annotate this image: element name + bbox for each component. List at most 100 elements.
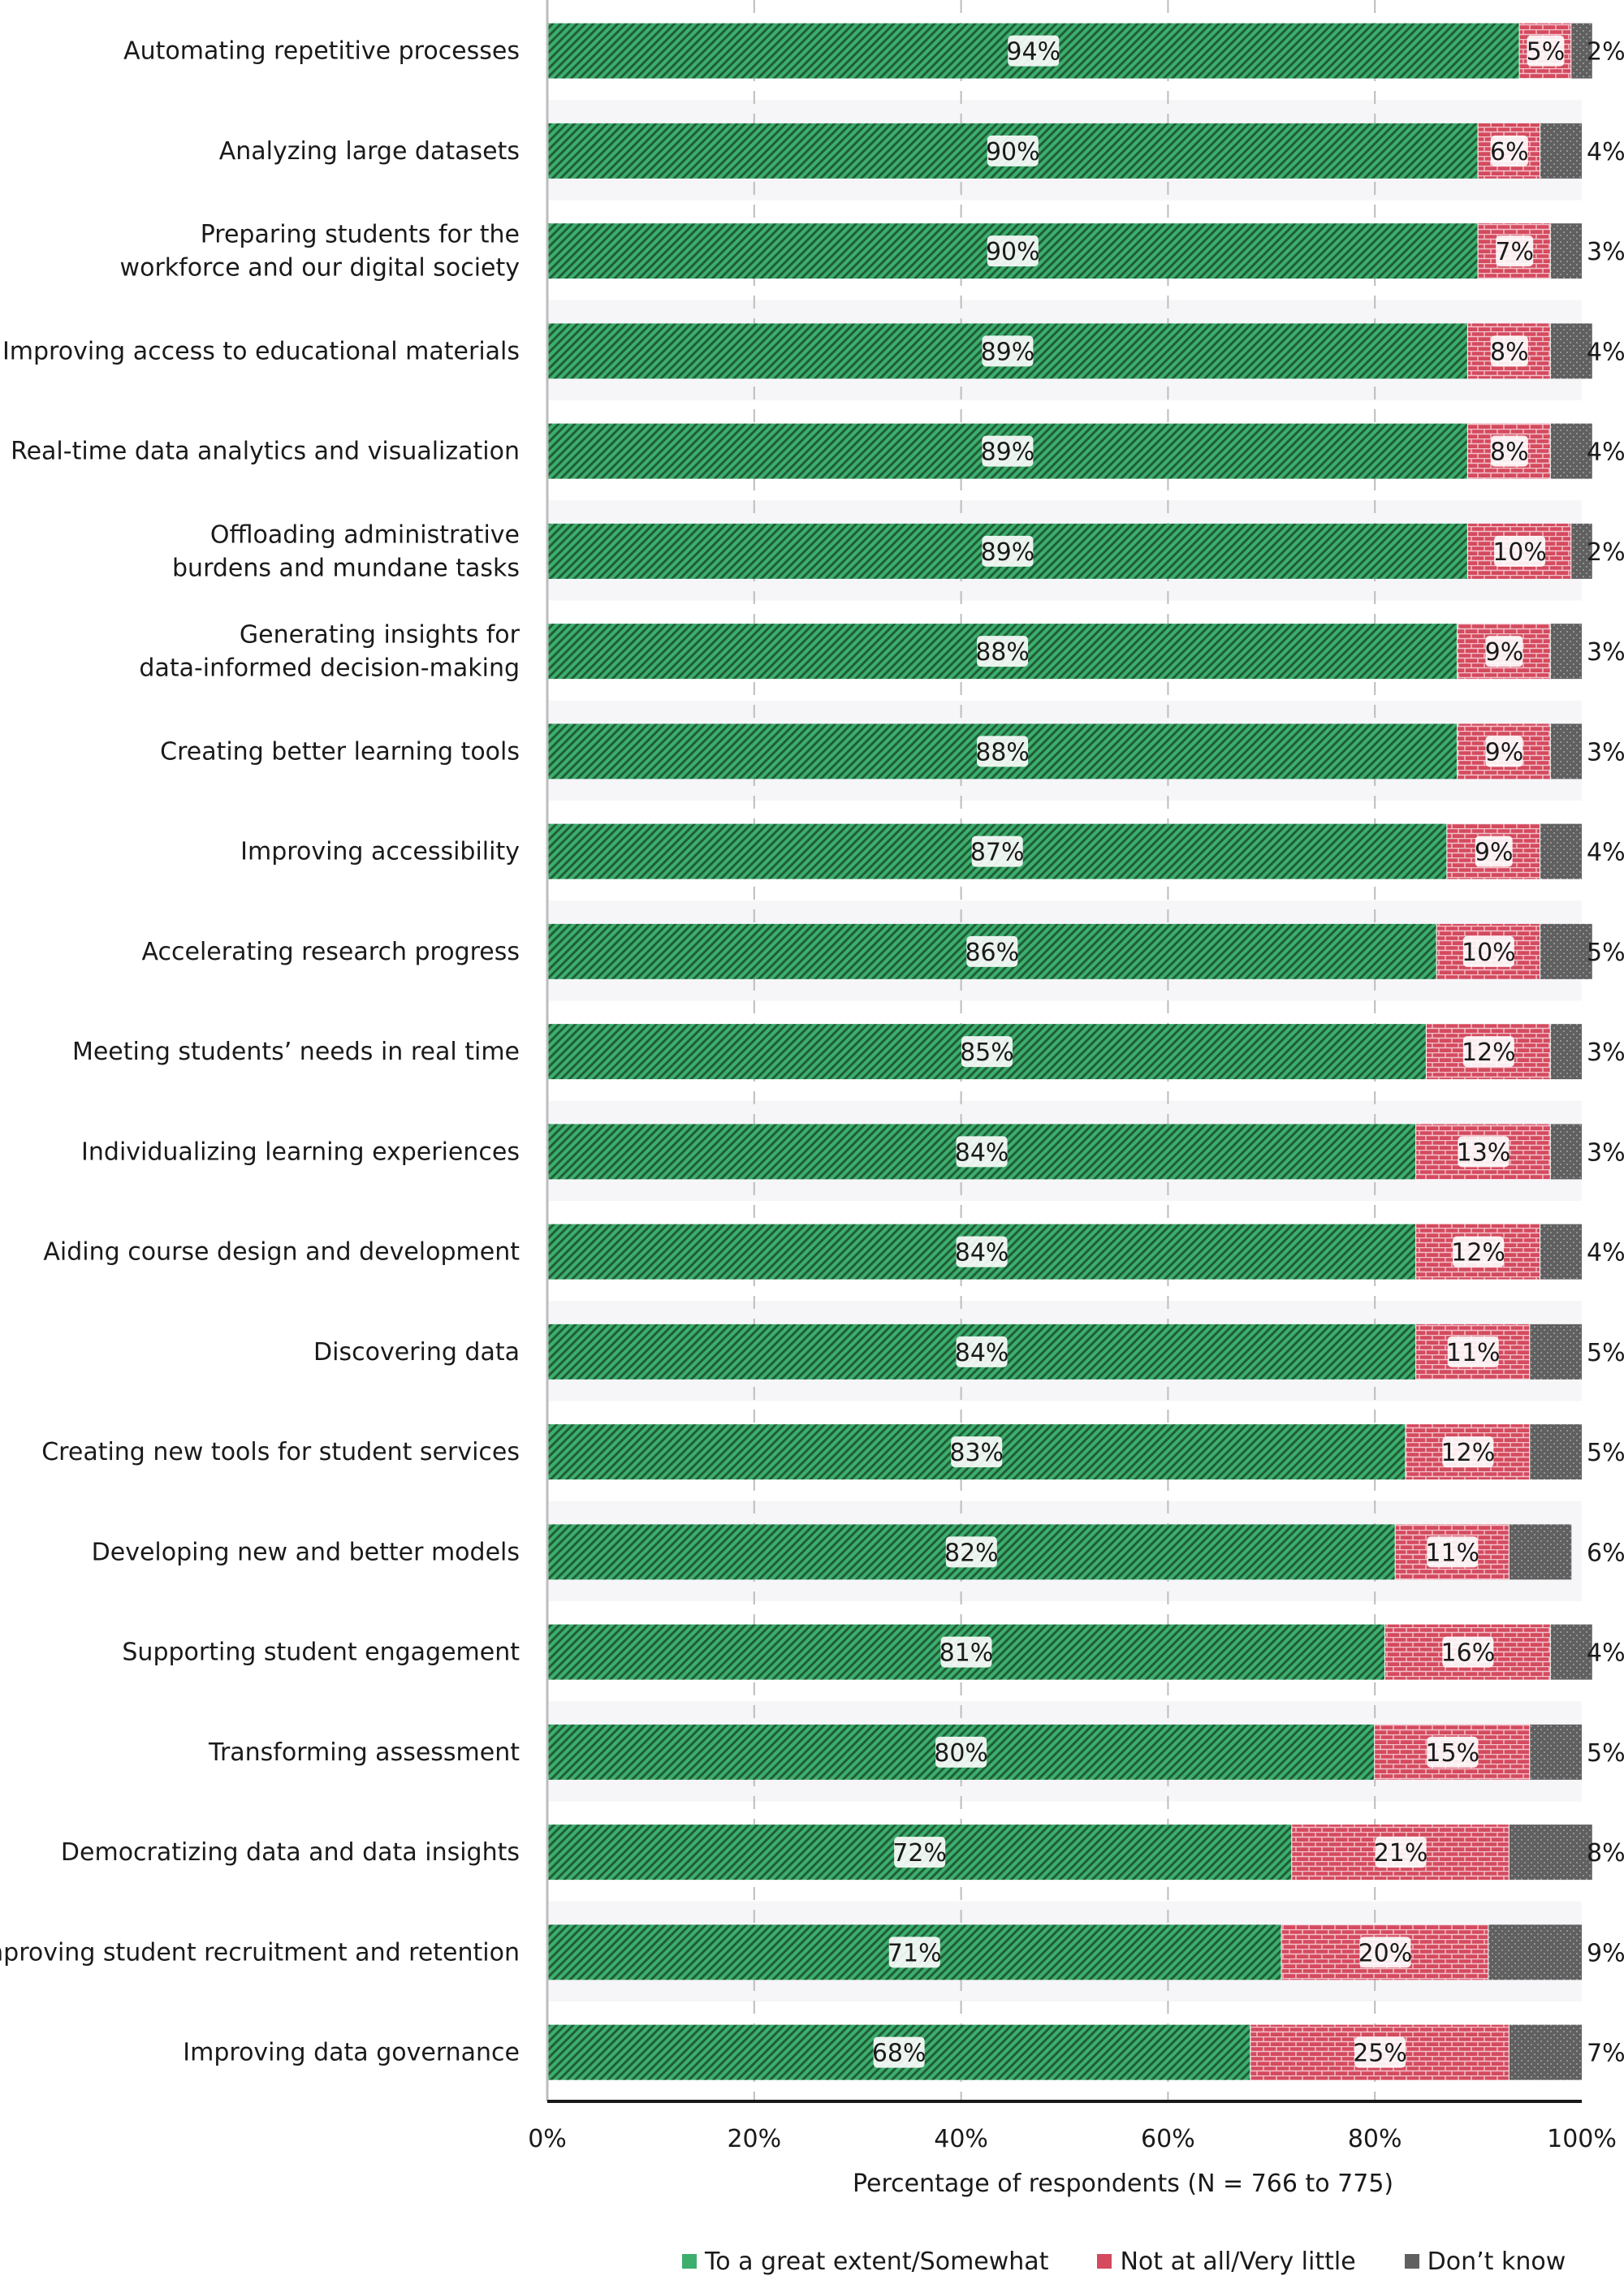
- data-label-bg: [873, 2036, 925, 2068]
- data-label-bg: [935, 1736, 987, 1768]
- data-label-dont-know: 4%: [1587, 839, 1624, 867]
- data-label-great-extent: 84%: [955, 1138, 1009, 1167]
- legend-label-dont-know: Don’t know: [1427, 2247, 1566, 2276]
- category-label: Democratizing data and data insights: [61, 1838, 520, 1867]
- data-label-bg: [1354, 2036, 1406, 2068]
- category-label: Transforming assessment: [208, 1738, 520, 1767]
- legend: To a great extent/Somewhat Not at all/Ve…: [682, 2245, 1566, 2278]
- data-label-bg: [1490, 135, 1528, 166]
- category-label: Analyzing large datasets: [219, 137, 520, 166]
- data-label-bg: [956, 1136, 1008, 1168]
- legend-swatch-gray: [1404, 2254, 1419, 2269]
- data-label-bg: [945, 1536, 997, 1568]
- data-label-dont-know: 5%: [1587, 1339, 1624, 1367]
- data-label-bg: [1485, 736, 1523, 767]
- data-label-dont-know: 5%: [1587, 1739, 1624, 1768]
- category-label: Preparing students for the workforce and …: [120, 221, 520, 283]
- data-label-not-at-all: 12%: [1451, 1239, 1505, 1267]
- category-label: Developing new and better models: [92, 1538, 520, 1566]
- data-label-dont-know: 2%: [1587, 38, 1624, 67]
- data-label-bg: [987, 135, 1039, 166]
- data-label-not-at-all: 8%: [1490, 438, 1529, 467]
- data-label-not-at-all: 6%: [1490, 138, 1529, 166]
- category-label: Improving access to educational material…: [2, 337, 520, 365]
- legend-item-dont-know: Don’t know: [1404, 2247, 1566, 2276]
- data-label-great-extent: 85%: [960, 1039, 1014, 1067]
- category-label: Individualizing learning experiences: [81, 1138, 520, 1166]
- data-label-great-extent: 90%: [986, 238, 1040, 266]
- category-label: Meeting students’ needs in real time: [72, 1038, 520, 1066]
- category-label: Accelerating research progress: [142, 938, 520, 966]
- bar-dont-know: [1530, 1724, 1582, 1780]
- data-label-bg: [1490, 335, 1528, 367]
- data-label-great-extent: 89%: [981, 338, 1035, 366]
- data-label-bg: [888, 1937, 940, 1968]
- data-label-dont-know: 7%: [1587, 2040, 1624, 2068]
- bar-dont-know: [1540, 823, 1582, 879]
- data-label-bg: [1427, 1736, 1479, 1768]
- data-label-dont-know: 4%: [1587, 1639, 1624, 1668]
- category-label: Aiding course design and development: [43, 1238, 520, 1267]
- data-label-bg: [1462, 1036, 1514, 1068]
- data-label-bg: [1442, 1436, 1494, 1468]
- data-label-great-extent: 82%: [944, 1539, 999, 1567]
- data-label-bg: [977, 736, 1029, 767]
- category-label: Generating insights for data-informed dec…: [139, 621, 520, 683]
- bar-dont-know: [1550, 1024, 1582, 1080]
- data-label-not-at-all: 13%: [1457, 1138, 1511, 1167]
- x-tick-label: 100%: [1547, 2125, 1617, 2153]
- data-label-not-at-all: 11%: [1446, 1339, 1501, 1367]
- data-label-not-at-all: 7%: [1495, 238, 1534, 266]
- x-tick-label: 0%: [528, 2125, 567, 2153]
- data-label-great-extent: 89%: [981, 438, 1035, 467]
- data-label-bg: [982, 335, 1034, 367]
- data-label-bg: [1462, 935, 1514, 967]
- data-label-dont-know: 3%: [1587, 1138, 1624, 1167]
- data-label-great-extent: 88%: [975, 638, 1030, 667]
- data-label-not-at-all: 21%: [1374, 1839, 1428, 1868]
- category-label: Creating new tools for student services: [41, 1438, 520, 1466]
- data-label-bg: [1496, 235, 1534, 267]
- data-label-bg: [966, 935, 1018, 967]
- data-label-dont-know: 5%: [1587, 1439, 1624, 1467]
- legend-label-great-extent: To a great extent/Somewhat: [705, 2247, 1049, 2276]
- category-label: Improving student recruitment and retent…: [0, 1938, 520, 1967]
- data-label-dont-know: 4%: [1587, 138, 1624, 166]
- bar-dont-know: [1571, 523, 1592, 579]
- x-axis-label: Percentage of respondents (N = 766 to 77…: [853, 2170, 1394, 2198]
- category-label: Automating repetitive processes: [123, 37, 520, 66]
- data-label-bg: [1490, 435, 1528, 467]
- data-label-not-at-all: 12%: [1462, 1039, 1516, 1067]
- data-label-great-extent: 87%: [970, 839, 1025, 867]
- data-label-great-extent: 80%: [934, 1739, 988, 1768]
- bar-dont-know: [1509, 2024, 1582, 2080]
- data-label-great-extent: 72%: [892, 1839, 947, 1868]
- category-label: Discovering data: [313, 1338, 520, 1367]
- category-label: Improving data governance: [183, 2039, 520, 2067]
- data-label-bg: [1485, 636, 1523, 667]
- x-tick-label: 60%: [1141, 2125, 1195, 2153]
- data-label-not-at-all: 25%: [1353, 2040, 1407, 2068]
- data-label-great-extent: 89%: [981, 538, 1035, 567]
- data-label-bg: [982, 535, 1034, 567]
- legend-item-great-extent: To a great extent/Somewhat: [682, 2248, 1048, 2276]
- data-label-great-extent: 71%: [888, 1939, 942, 1967]
- data-label-bg: [977, 636, 1029, 667]
- data-label-dont-know: 8%: [1587, 1839, 1624, 1868]
- data-label-great-extent: 84%: [955, 1339, 1009, 1367]
- category-label: Offloading administrative burdens and mun…: [172, 520, 520, 582]
- data-label-not-at-all: 9%: [1475, 839, 1514, 867]
- bar-dont-know: [1550, 1124, 1582, 1180]
- data-label-bg: [987, 235, 1039, 267]
- bar-dont-know: [1550, 223, 1582, 279]
- data-label-dont-know: 9%: [1587, 1939, 1624, 1967]
- data-label-bg: [1375, 1837, 1427, 1868]
- data-label-great-extent: 81%: [939, 1639, 994, 1668]
- x-tick-label: 80%: [1348, 2125, 1402, 2153]
- data-label-bg: [1359, 1937, 1411, 1968]
- bar-dont-know: [1550, 423, 1592, 479]
- data-label-bg: [982, 435, 1034, 467]
- data-label-dont-know: 3%: [1587, 238, 1624, 266]
- data-label-not-at-all: 10%: [1492, 538, 1547, 567]
